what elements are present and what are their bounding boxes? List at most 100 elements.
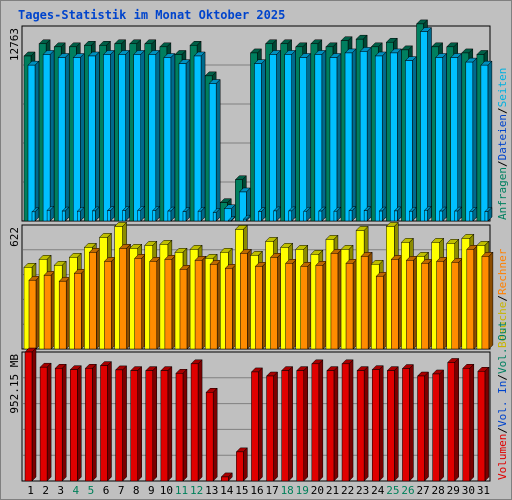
legend-volume-item-0: Volumen [496,434,509,480]
bar-rechner-day-29 [451,262,459,350]
x-tick-label-day-15: 15 [235,484,248,497]
bar-seiten-day-15 [243,218,247,222]
bar-dateien-day-6 [103,54,111,222]
bar-volumen-day-17 [266,375,274,482]
bar-dateien-day-2-side [49,49,55,222]
bar-dateien-day-27 [420,31,428,222]
bar-seiten-day-20 [318,210,323,222]
legend-requests-item-2: Dateien [496,114,509,160]
bar-rechner-day-26 [406,260,414,350]
x-tick-label-day-29: 29 [447,484,460,497]
bar-seiten-day-9 [152,210,157,222]
bar-seiten-day-22 [348,210,353,222]
bar-volumen-day-14 [221,476,229,482]
bar-seiten-day-11 [182,211,187,222]
bar-dateien-day-17 [269,54,277,222]
bar-volumen-day-2 [39,366,48,482]
bar-volumen-day-20 [311,363,320,482]
bar-volumen-day-23-side [363,365,369,482]
bar-seiten-day-3 [61,210,66,222]
bar-volumen-day-1-side [31,347,37,482]
bar-dateien-day-15 [239,191,247,222]
x-tick-label-day-10: 10 [160,484,173,497]
bar-seiten-day-5 [92,210,96,222]
legend-visits-item-2: Rechner [496,248,509,295]
bar-dateien-day-4-side [80,52,85,222]
bar-dateien-day-29 [450,57,458,222]
bar-volumen-day-17-side [273,371,278,482]
bar-rechner-day-22 [345,263,354,350]
bar-volumen-day-10-side [167,365,173,482]
bar-volumen-day-18-side [288,365,293,482]
bar-dateien-day-28-side [442,52,447,222]
bar-dateien-day-5 [88,55,96,222]
bar-volumen-day-15-side [243,447,248,482]
bar-dateien-day-3-side [64,52,70,222]
bar-volumen-day-22 [341,363,350,482]
bar-seiten-day-26 [409,210,413,222]
bar-volumen-day-5 [85,368,93,482]
x-tick-label-day-22: 22 [341,484,354,497]
bar-volumen-day-4-side [77,365,82,482]
x-tick-label-day-7: 7 [118,484,125,497]
bar-rechner-day-19 [300,266,308,350]
bar-seiten-day-27 [424,210,428,222]
bar-volumen-day-18 [281,370,289,482]
bar-dateien-day-29-side [457,52,462,222]
y-axis-label-1: 12763 [8,28,21,61]
bar-volumen-day-21-side [333,365,339,482]
bar-dateien-day-21-side [336,52,342,222]
bar-dateien-day-25-side [397,48,402,222]
bar-volumen-day-24-side [378,365,384,482]
bar-dateien-day-9 [148,54,157,222]
bar-volumen-day-24 [371,369,380,482]
bar-rechner-day-10 [164,259,173,350]
bar-dateien-day-16-side [261,59,266,222]
bar-rechner-day-1 [28,279,37,350]
bar-dateien-day-19 [299,57,307,222]
bar-dateien-day-12-side [200,51,206,222]
bar-dateien-day-21 [329,57,338,222]
x-tick-label-day-28: 28 [432,484,445,497]
x-tick-label-day-18: 18 [281,484,294,497]
bar-dateien-day-18-side [291,49,296,222]
x-tick-label-day-20: 20 [311,484,324,497]
bar-volumen-day-27 [417,375,425,482]
y-axis-label-2: 622 [8,227,21,247]
bar-dateien-day-12 [193,55,202,222]
bar-volumen-day-26 [402,368,410,482]
bar-dateien-day-20-side [321,49,327,222]
legend-requests: Anfragen/Dateien/Seiten [496,68,509,220]
bar-rechner-day-31 [481,256,490,350]
bar-rechner-day-5 [89,252,97,350]
x-tick-label-day-25: 25 [386,484,399,497]
x-tick-label-day-19: 19 [296,484,309,497]
bar-volumen-day-27-side [424,371,429,482]
bar-seiten-day-19 [303,210,307,222]
x-tick-label-day-11: 11 [175,484,188,497]
legend-visits-item-1: / [496,295,509,302]
bar-volumen-day-13-side [212,387,218,482]
bar-seiten-day-14 [228,220,232,222]
bar-dateien-day-22 [344,52,353,222]
chart-title: Tages-Statistik im Monat Oktober 2025 [18,8,286,22]
bar-volumen-day-5-side [92,363,97,482]
bar-volumen-day-8-side [137,365,142,482]
bar-rechner-day-4 [74,272,82,350]
bar-volumen-day-7 [115,369,123,482]
bar-dateien-day-11 [178,63,187,222]
bar-volumen-day-28-side [439,369,444,482]
legend-volume-item-4: Vol. Out [496,321,509,374]
bar-seiten-day-10 [167,210,172,222]
bar-seiten-day-30 [469,211,474,222]
bar-rechner-day-11 [179,269,188,350]
bar-dateien-day-4 [73,57,81,222]
legend-volume: Volumen/Vol. In/Vol. Out [496,321,509,480]
bar-rechner-day-27 [421,263,429,350]
bar-rechner-day-9 [149,261,158,350]
bar-volumen-day-6 [100,365,108,482]
bar-rechner-day-2 [43,274,52,350]
bar-volumen-day-11-side [182,368,188,482]
bar-dateien-day-2 [42,54,51,222]
bar-volumen-day-13 [205,392,214,482]
